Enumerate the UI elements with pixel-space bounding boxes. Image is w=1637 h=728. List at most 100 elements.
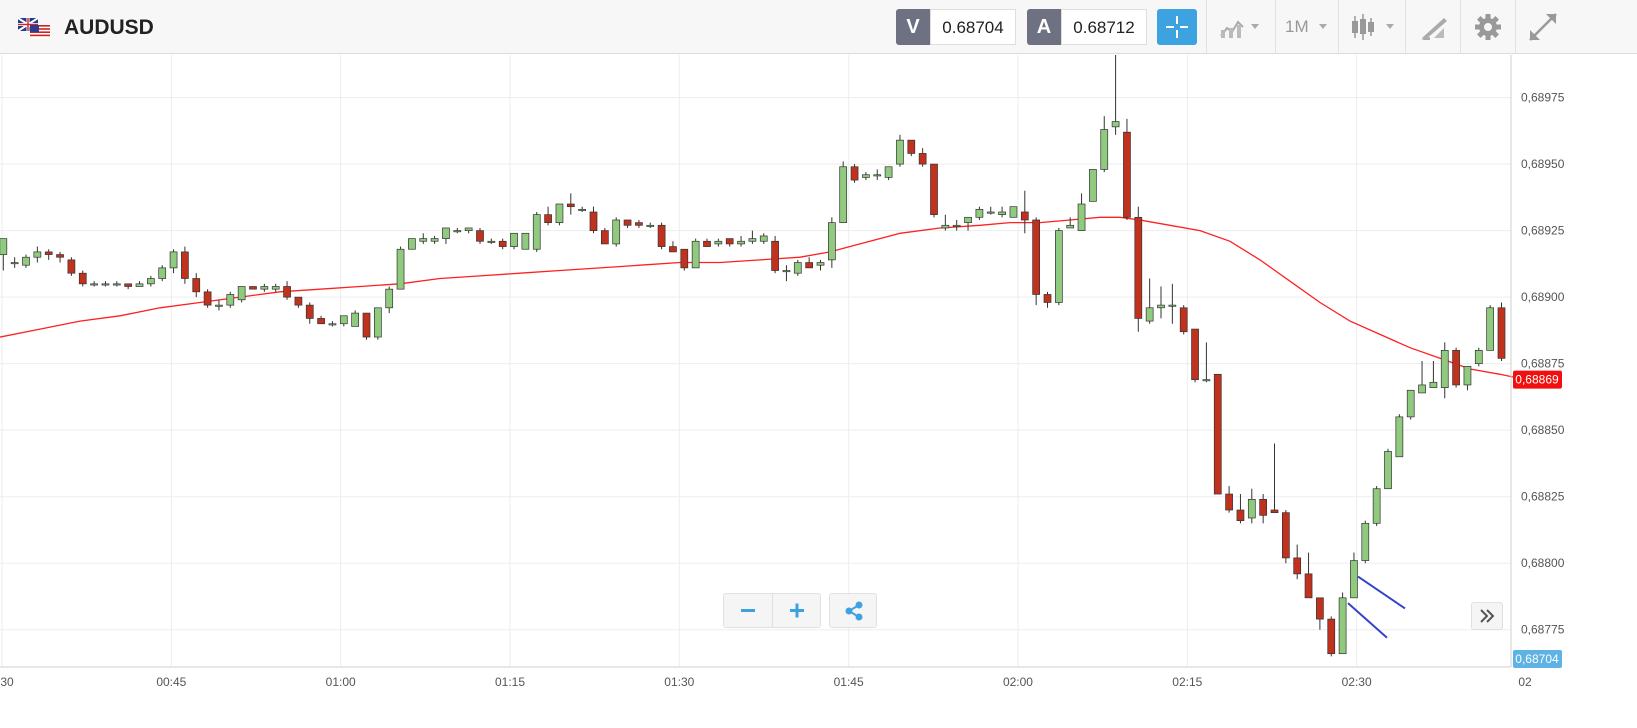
candle [385, 286, 394, 314]
candle [1463, 365, 1472, 391]
scroll-to-end-button[interactable] [1471, 602, 1503, 630]
candle-body [442, 227, 450, 239]
sell-price[interactable]: 0.68704 [930, 9, 1016, 45]
candle-body [1225, 493, 1233, 511]
candle-body [1440, 350, 1449, 388]
candle [67, 257, 76, 276]
candle-body [566, 203, 575, 208]
candle-body [1304, 573, 1313, 599]
price-chart[interactable]: 0,68775 0,68800 0,68825 0,68850 0,68875 0,689… [0, 55, 1637, 728]
candle-body [44, 251, 53, 255]
candle [1293, 544, 1302, 580]
top-toolbar: AUDUSD V 0.68704 A 0.68712 1M [0, 0, 1637, 54]
candle [1066, 217, 1075, 229]
candle [1361, 520, 1370, 564]
candle [566, 193, 575, 215]
chart-type-button[interactable] [1206, 0, 1275, 54]
price-tick-label: 0,68775 [1521, 623, 1565, 637]
zoom-divider [772, 594, 773, 627]
candle [1032, 217, 1041, 306]
candle [975, 206, 984, 220]
candle-body [1213, 373, 1222, 495]
candle-body [192, 278, 201, 293]
candle [203, 289, 212, 308]
candle [181, 246, 189, 284]
buy-badge[interactable]: A [1027, 9, 1061, 45]
zoom-in-button[interactable] [773, 594, 821, 627]
time-tick-label: 01:00 [326, 675, 356, 689]
candle-body [964, 216, 972, 223]
candle-body [862, 174, 870, 178]
candle-body [544, 214, 552, 223]
time-tick-label: 02:00 [1003, 675, 1033, 689]
candle [986, 206, 995, 215]
candle [578, 206, 587, 212]
candle-body [975, 208, 984, 218]
crosshair-button[interactable] [1157, 9, 1197, 45]
draw-tools-button[interactable] [1405, 0, 1460, 54]
candle-body [78, 272, 87, 285]
candle-body [374, 307, 382, 338]
double-chevron-right-icon [1480, 609, 1495, 623]
buy-price[interactable]: 0.68712 [1061, 9, 1147, 45]
candle [1100, 116, 1109, 173]
candle [555, 203, 564, 226]
plus-icon [790, 603, 804, 618]
trend-lines [1347, 575, 1406, 639]
candle [1247, 488, 1256, 524]
candle [339, 315, 348, 327]
candle-body [1452, 350, 1460, 386]
candle [487, 238, 496, 244]
candle-body [1406, 389, 1415, 418]
candle-body [1054, 230, 1063, 303]
candle-body [850, 166, 859, 181]
price-tick-label: 0,68850 [1521, 423, 1565, 437]
candle [10, 257, 19, 268]
zoom-out-button[interactable] [724, 594, 772, 627]
candle-body [725, 238, 734, 245]
candle-style-button[interactable] [1338, 0, 1405, 54]
last-price-label: 0,68704 [1515, 652, 1559, 666]
candle-body [317, 318, 325, 325]
time-tick-label: 01:30 [664, 675, 694, 689]
candle [646, 222, 655, 228]
candle-body [158, 267, 167, 279]
candle [714, 238, 723, 247]
sell-badge[interactable]: V [896, 9, 930, 45]
candle-body [147, 278, 155, 285]
candle-body [135, 283, 144, 287]
timeframe-dropdown[interactable] [1275, 0, 1338, 54]
candle [419, 233, 428, 244]
candle [1452, 347, 1460, 388]
settings-button[interactable] [1460, 0, 1515, 54]
candle-body [521, 232, 530, 250]
time-axis: 0:30 00:45 01:00 01:15 01:30 01:45 02:00 02:15 0… [0, 675, 1532, 689]
candle-body [1066, 224, 1075, 229]
candle [1123, 118, 1131, 220]
candle-body [1236, 509, 1245, 522]
candle-body [22, 256, 30, 266]
candle [1497, 302, 1506, 361]
candle-body [90, 283, 98, 286]
candle [1406, 389, 1415, 420]
ma-price-tag: 0,68869 [1513, 370, 1562, 389]
minus-icon [741, 609, 755, 612]
expand-icon [1529, 13, 1557, 41]
share-button[interactable] [829, 593, 877, 628]
candle-body [986, 211, 995, 214]
candle-body [1100, 129, 1109, 170]
candle-body [1372, 488, 1381, 524]
candle [1179, 305, 1188, 335]
candle-body [56, 254, 64, 258]
candle [1429, 361, 1438, 388]
candle [759, 233, 768, 244]
fullscreen-button[interactable] [1515, 0, 1570, 54]
time-tick-label: 02:30 [1342, 675, 1372, 689]
candle [873, 169, 882, 181]
symbol-title: AUDUSD [64, 16, 154, 39]
candle [862, 172, 870, 181]
candle [1304, 552, 1313, 599]
candle-body [1293, 557, 1302, 575]
candle [192, 273, 201, 298]
share-icon [845, 601, 863, 621]
